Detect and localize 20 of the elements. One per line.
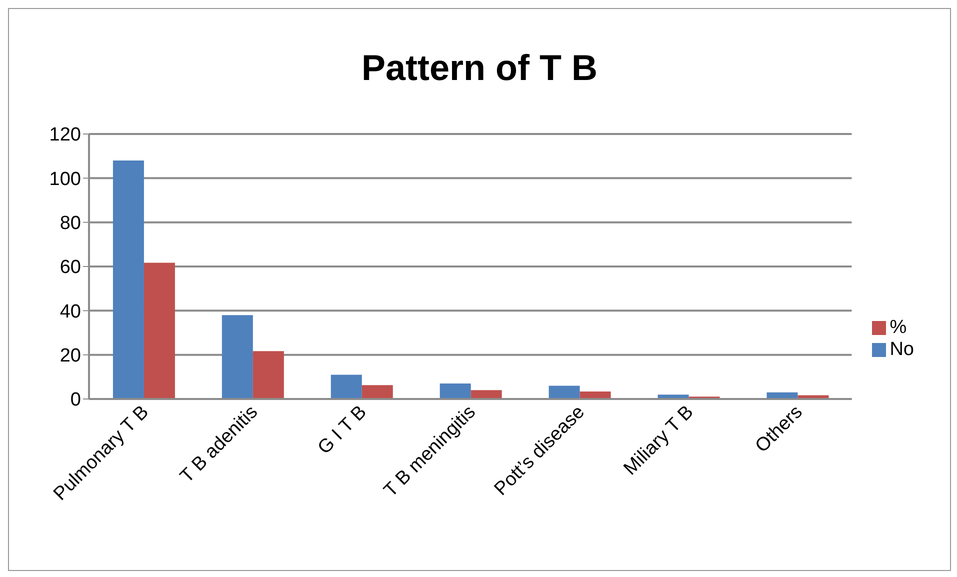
bar: [222, 315, 253, 399]
y-tick-label: 0: [70, 390, 81, 411]
bar: [330, 374, 362, 399]
bar: [440, 384, 471, 399]
x-tick-label: G I T B: [314, 402, 371, 459]
bar: [362, 385, 393, 399]
chart-title: Pattern of T B: [360, 47, 598, 89]
y-tick-label: 20: [60, 346, 81, 367]
bar: [144, 262, 175, 399]
bar: [252, 351, 284, 399]
bar: [112, 160, 144, 399]
y-tick-label: 80: [60, 213, 81, 234]
y-tick-label: 100: [49, 168, 81, 190]
legend-label: No: [890, 339, 914, 360]
legend-label: %: [890, 317, 907, 338]
y-tick-label: 60: [60, 257, 81, 278]
bar: [470, 390, 502, 399]
y-tick-label: 40: [60, 301, 81, 322]
bar: [548, 386, 580, 399]
y-tick-label: 120: [49, 124, 81, 146]
